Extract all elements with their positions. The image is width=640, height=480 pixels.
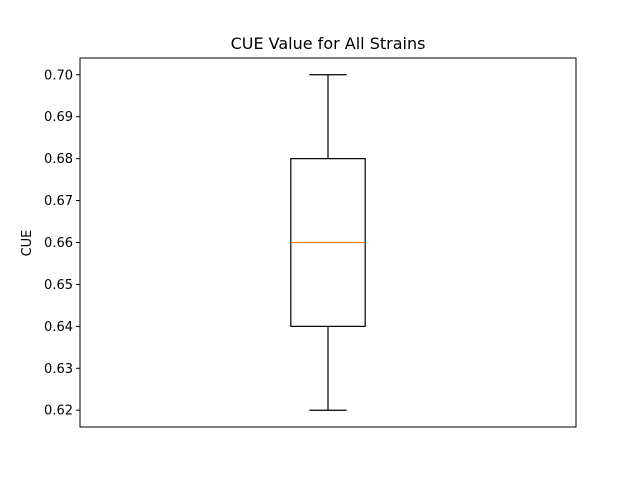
y-tick-label: 0.66 (44, 236, 73, 251)
y-tick-label: 0.62 (44, 404, 73, 419)
y-tick-label: 0.67 (44, 194, 73, 209)
y-tick-label: 0.69 (44, 110, 73, 125)
chart-title: CUE Value for All Strains (231, 34, 426, 53)
y-axis-label: CUE (20, 230, 35, 257)
y-tick-label: 0.63 (44, 362, 73, 377)
y-tick-label: 0.65 (44, 278, 73, 293)
y-axis: 0.62 0.63 0.64 0.65 0.66 0.67 0.68 0.69 0.70 (44, 68, 80, 419)
box-0 (290, 74, 366, 411)
box-plot (290, 74, 366, 411)
y-tick-label: 0.64 (44, 320, 73, 335)
y-tick-label: 0.70 (44, 68, 73, 83)
y-tick-label: 0.68 (44, 152, 73, 167)
